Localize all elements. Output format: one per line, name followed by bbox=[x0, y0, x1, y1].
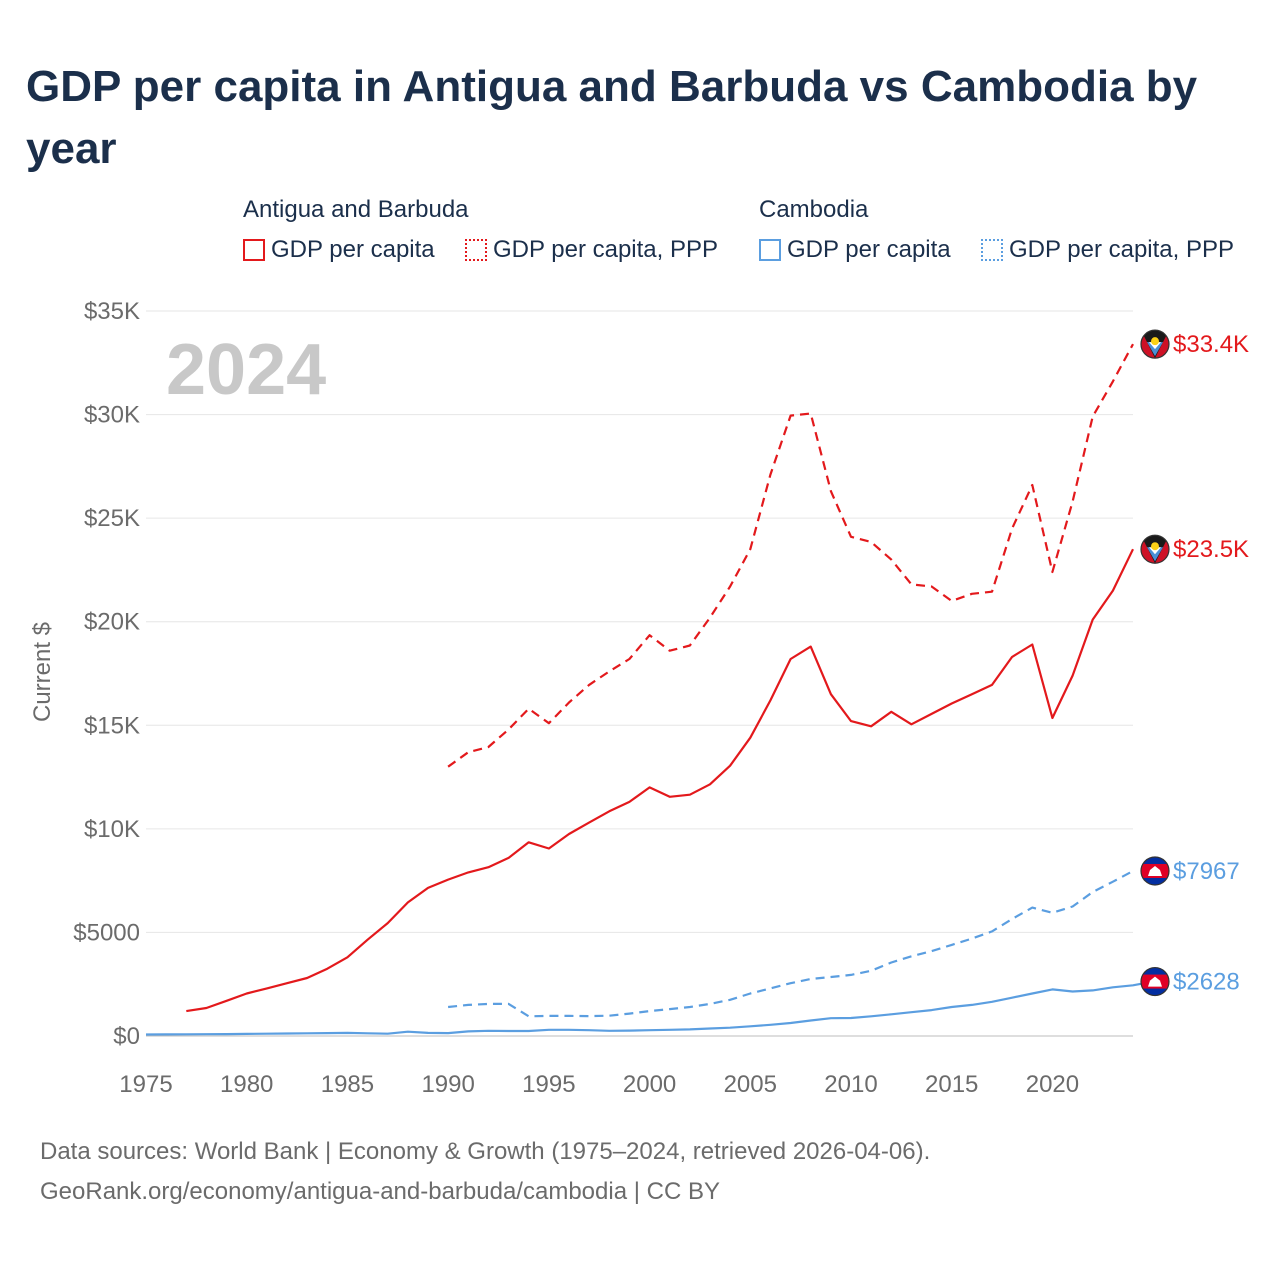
x-tick-labels: 1975 1980 1985 1990 1995 2000 2005 2010 2015 2020 bbox=[119, 1071, 1079, 1098]
y-tick-label: $25K bbox=[84, 505, 140, 532]
series-line-antigua-and-barbuda-gdp-per-capita-ppp bbox=[447, 343, 1134, 768]
x-tick-label: 2015 bbox=[925, 1071, 978, 1098]
x-tick-label: 1980 bbox=[220, 1071, 273, 1098]
end-label-cambodia-gdp-per-capita-ppp: $7967 bbox=[1173, 858, 1240, 885]
year-watermark: 2024 bbox=[166, 330, 326, 410]
x-tick-label: 2000 bbox=[623, 1071, 676, 1098]
x-tick-label: 2005 bbox=[724, 1071, 777, 1098]
legend-label-cambodia-ppp: GDP per capita, PPP bbox=[1009, 236, 1234, 263]
x-tick-label: 1975 bbox=[119, 1071, 172, 1098]
y-tick-label: $30K bbox=[84, 402, 140, 429]
series-line-cambodia-gdp-per-capita bbox=[145, 980, 1154, 1036]
grid-layer bbox=[146, 310, 1133, 1037]
end-label-antigua-and-barbuda-gdp-per-capita: $23.5K bbox=[1173, 536, 1249, 563]
flag-icon-cambodia bbox=[1140, 966, 1170, 997]
series-layer bbox=[145, 343, 1154, 1036]
y-tick-label: $10K bbox=[84, 816, 140, 843]
end-label-antigua-and-barbuda-gdp-per-capita-ppp: $33.4K bbox=[1173, 331, 1249, 358]
footer-sources: Data sources: World Bank | Economy & Gro… bbox=[40, 1138, 931, 1165]
legend-swatch-antigua-gdp bbox=[243, 239, 265, 261]
legend-label-antigua-gdp: GDP per capita bbox=[271, 236, 435, 263]
y-tick-label: $5000 bbox=[73, 919, 140, 946]
legend-swatch-cambodia-ppp bbox=[981, 239, 1003, 261]
legend-group-antigua: Antigua and Barbuda bbox=[243, 196, 469, 223]
legend-item-antigua-ppp[interactable]: GDP per capita, PPP bbox=[465, 236, 718, 264]
flag-icon-cambodia bbox=[1140, 856, 1170, 886]
chart-title: GDP per capita in Antigua and Barbuda vs… bbox=[26, 62, 1198, 173]
y-tick-label: $0 bbox=[113, 1023, 140, 1050]
x-tick-label: 1990 bbox=[421, 1071, 474, 1098]
flag-icon-antigua-and-barbuda bbox=[1140, 534, 1170, 564]
series-line-cambodia-gdp-per-capita-ppp bbox=[447, 870, 1134, 1018]
y-tick-label: $20K bbox=[84, 609, 140, 636]
y-axis-label: Current $ bbox=[29, 622, 56, 722]
y-tick-label: $35K bbox=[84, 298, 140, 325]
legend-item-cambodia-gdp[interactable]: GDP per capita bbox=[759, 236, 951, 264]
legend-label-cambodia-gdp: GDP per capita bbox=[787, 236, 951, 263]
legend-label-antigua-ppp: GDP per capita, PPP bbox=[493, 236, 718, 263]
end-labels: $33.4K $23.5K $7967 $2628 bbox=[1140, 329, 1249, 997]
x-tick-label: 2020 bbox=[1026, 1071, 1079, 1098]
series-line-antigua-and-barbuda-gdp-per-capita bbox=[186, 548, 1134, 1013]
x-tick-label: 2010 bbox=[824, 1071, 877, 1098]
y-tick-labels: $0 $5000 $10K $15K $20K $25K $30K $35K bbox=[73, 298, 140, 1050]
line-chart: 2024 Current $ $0 $5000 $10K $15K $20K $25K $3… bbox=[29, 298, 1249, 1098]
legend-group-cambodia: Cambodia bbox=[759, 196, 869, 223]
legend-swatch-cambodia-gdp bbox=[759, 239, 781, 261]
y-tick-label: $15K bbox=[84, 712, 140, 739]
footer-url: GeoRank.org/economy/antigua-and-barbuda/… bbox=[40, 1178, 720, 1205]
legend-swatch-antigua-ppp bbox=[465, 239, 487, 261]
x-tick-label: 1985 bbox=[321, 1071, 374, 1098]
legend-item-cambodia-ppp[interactable]: GDP per capita, PPP bbox=[981, 236, 1234, 264]
flag-icon-antigua-and-barbuda bbox=[1140, 329, 1170, 359]
legend-item-antigua-gdp[interactable]: GDP per capita bbox=[243, 236, 435, 264]
x-tick-label: 1995 bbox=[522, 1071, 575, 1098]
end-label-cambodia-gdp-per-capita: $2628 bbox=[1173, 969, 1240, 996]
